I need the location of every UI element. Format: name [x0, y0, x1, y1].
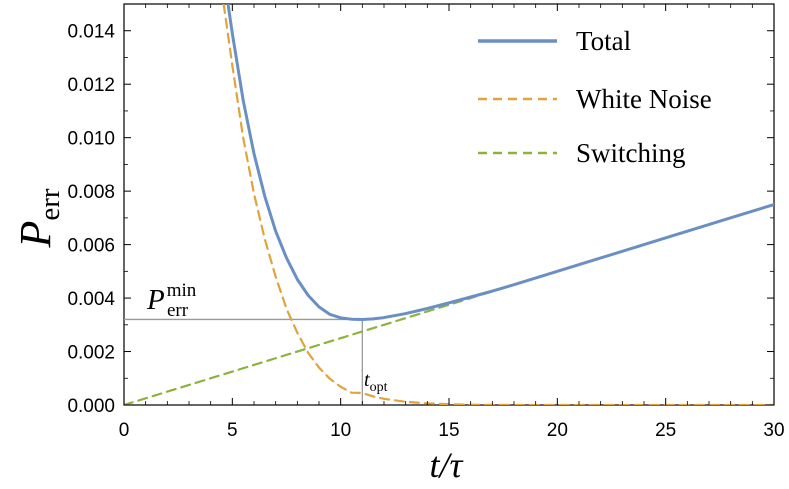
- x-tick-label: 15: [438, 420, 459, 441]
- x-tick-label: 10: [330, 420, 351, 441]
- series-line-total: [226, 4, 774, 321]
- plot-area: 0 5 10 15 20 25 30 0.0000.0020.0040.0060.0080.…: [67, 3, 785, 441]
- x-axis-title: t/τ: [430, 445, 464, 485]
- plot-frame: [123, 3, 775, 406]
- y-axis-title-main: P: [11, 221, 60, 249]
- legend-entry-switching: Switching: [478, 138, 686, 168]
- t-opt-main: t: [364, 369, 370, 391]
- p-min-main: P: [146, 284, 165, 316]
- y-ticks: 0.000 0.002 0.004 0.006 0.008 0.010 0.012 0.014: [67, 22, 774, 417]
- x-tick-label: 5: [227, 420, 238, 441]
- y-tick-label: 0.010: [67, 129, 115, 150]
- y-tick-label: 0.000: [67, 396, 115, 417]
- y-tick-label: 0.004: [67, 289, 115, 310]
- y-tick-label: 0.014: [67, 22, 115, 43]
- y-tick-label: 0.002: [67, 343, 115, 364]
- p-min-sub: err: [167, 300, 189, 321]
- x-tick-label: 20: [547, 420, 568, 441]
- y-tick-label: 0.012: [67, 75, 115, 96]
- y-tick-label: 0.006: [67, 236, 115, 257]
- t-opt-label: topt: [364, 369, 388, 395]
- p-min-sup: min: [167, 280, 197, 301]
- legend: Total White Noise Switching: [478, 26, 712, 168]
- legend-label-white-noise: White Noise: [576, 84, 712, 114]
- y-axis-title-sub: err: [34, 188, 66, 221]
- series-line-switching: [124, 203, 774, 405]
- t-opt-sub: opt: [370, 380, 388, 395]
- series-layer: [124, 4, 774, 405]
- legend-label-switching: Switching: [576, 138, 686, 168]
- y-tick-label: 0.008: [67, 182, 115, 203]
- x-ticks: 0 5 10 15 20 25 30: [119, 4, 785, 441]
- x-tick-label: 25: [655, 420, 676, 441]
- legend-entry-total: Total: [478, 26, 631, 56]
- x-tick-label: 0: [119, 420, 130, 441]
- series-line-white-noise: [222, 4, 774, 405]
- legend-entry-white-noise: White Noise: [478, 84, 712, 114]
- x-tick-label: 30: [763, 420, 784, 441]
- y-axis-title: Perr: [11, 188, 66, 248]
- optimum-guides: [124, 318, 363, 405]
- legend-label-total: Total: [576, 26, 631, 56]
